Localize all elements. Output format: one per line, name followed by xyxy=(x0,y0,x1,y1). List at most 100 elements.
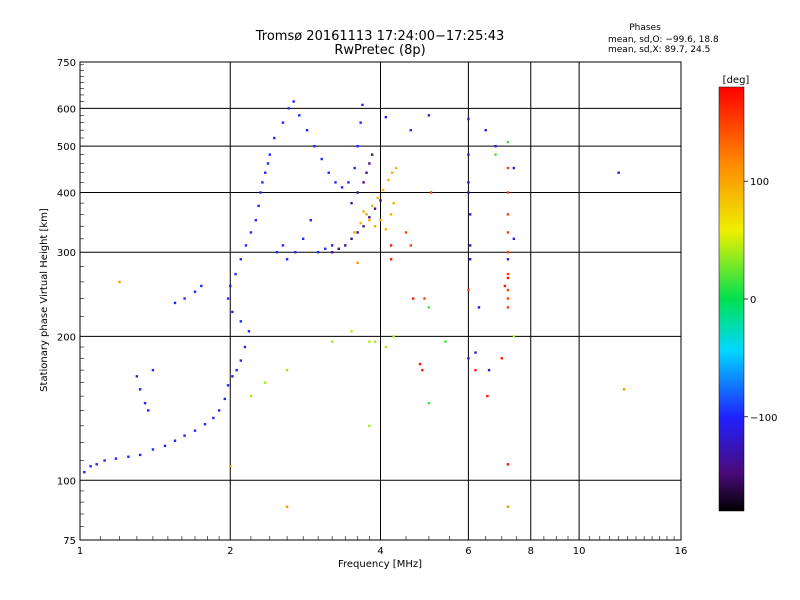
data-point xyxy=(337,247,341,250)
y-tick-label: 750 xyxy=(57,58,76,69)
colorbar-tick-label: 0 xyxy=(750,295,756,306)
data-point xyxy=(390,171,394,174)
data-point xyxy=(309,219,312,222)
data-point xyxy=(138,388,142,391)
x-tick-label: 1 xyxy=(77,546,83,557)
data-point xyxy=(163,444,167,448)
data-point xyxy=(468,258,472,261)
data-point xyxy=(257,204,260,208)
data-point xyxy=(231,375,234,378)
data-point xyxy=(330,244,334,247)
data-point xyxy=(340,186,344,189)
data-point xyxy=(467,117,470,121)
data-point xyxy=(95,463,98,466)
data-point xyxy=(506,306,510,309)
data-point xyxy=(254,219,257,222)
data-point xyxy=(231,310,234,314)
data-point xyxy=(356,191,359,194)
data-point xyxy=(203,423,207,426)
data-point xyxy=(494,144,497,148)
data-point xyxy=(135,375,139,378)
data-point xyxy=(418,362,422,366)
data-point xyxy=(487,368,491,372)
data-point xyxy=(506,288,510,292)
data-point xyxy=(217,409,221,412)
data-point xyxy=(506,297,510,300)
data-point xyxy=(239,320,243,323)
data-point xyxy=(365,171,368,174)
data-point xyxy=(381,188,385,192)
y-tick-label: 200 xyxy=(57,332,76,343)
data-point xyxy=(193,290,197,293)
data-point xyxy=(409,244,412,247)
data-point xyxy=(89,465,92,468)
y-tick-label: 300 xyxy=(57,248,76,259)
data-point xyxy=(512,237,516,241)
data-point xyxy=(212,416,215,420)
y-tick-label: 500 xyxy=(57,142,76,153)
data-point xyxy=(427,114,431,117)
data-point xyxy=(467,357,470,360)
data-point xyxy=(301,237,305,241)
data-point xyxy=(247,330,251,333)
colorbar-ticks: 100 0 −100 xyxy=(744,177,777,424)
data-point xyxy=(392,201,395,205)
data-point xyxy=(361,103,364,107)
data-point xyxy=(512,335,516,338)
data-point xyxy=(503,284,507,288)
data-point xyxy=(506,191,510,194)
data-point xyxy=(384,115,388,119)
data-point xyxy=(371,204,374,208)
data-point xyxy=(114,457,118,460)
data-point xyxy=(362,181,365,184)
data-point xyxy=(330,251,334,254)
data-point xyxy=(468,213,472,216)
data-point xyxy=(273,136,276,140)
data-point xyxy=(373,340,377,343)
data-point xyxy=(384,228,388,231)
data-points xyxy=(83,100,626,509)
data-point xyxy=(506,276,510,280)
data-point xyxy=(353,231,356,234)
data-point xyxy=(389,213,393,216)
data-point xyxy=(226,297,230,300)
data-point xyxy=(368,216,371,219)
data-point xyxy=(294,251,297,254)
y-tick-label: 100 xyxy=(57,476,76,487)
data-point xyxy=(244,244,248,247)
data-point xyxy=(362,225,365,228)
data-point xyxy=(368,424,371,428)
data-point xyxy=(409,128,412,132)
data-point xyxy=(506,251,510,254)
data-point xyxy=(392,335,395,338)
data-point xyxy=(281,121,285,124)
data-point xyxy=(356,261,359,265)
data-point xyxy=(243,345,247,349)
data-point xyxy=(287,107,290,110)
phase-stats-title: Phases xyxy=(629,23,661,33)
data-point xyxy=(234,272,237,276)
colorbar: [deg] 100 0 −100 xyxy=(718,75,777,512)
data-point xyxy=(353,166,356,170)
colorbar-tick-label: 100 xyxy=(750,177,769,188)
data-point xyxy=(264,381,267,384)
data-point xyxy=(249,394,253,398)
data-point xyxy=(477,306,481,309)
data-point xyxy=(474,368,477,372)
data-point xyxy=(127,455,130,458)
data-point xyxy=(617,171,620,174)
data-point xyxy=(411,297,415,300)
data-point xyxy=(486,394,489,398)
data-point xyxy=(506,272,510,276)
data-point xyxy=(266,162,270,165)
data-point xyxy=(444,340,447,343)
title-block: Tromsø 20161113 17:24:00−17:25:43 RwPret… xyxy=(255,29,505,58)
data-point xyxy=(506,463,510,466)
data-point xyxy=(373,207,377,210)
data-point xyxy=(151,368,155,372)
data-point xyxy=(281,244,285,247)
y-tick-label: 400 xyxy=(57,188,76,199)
data-point xyxy=(305,128,309,132)
data-point xyxy=(344,244,347,247)
